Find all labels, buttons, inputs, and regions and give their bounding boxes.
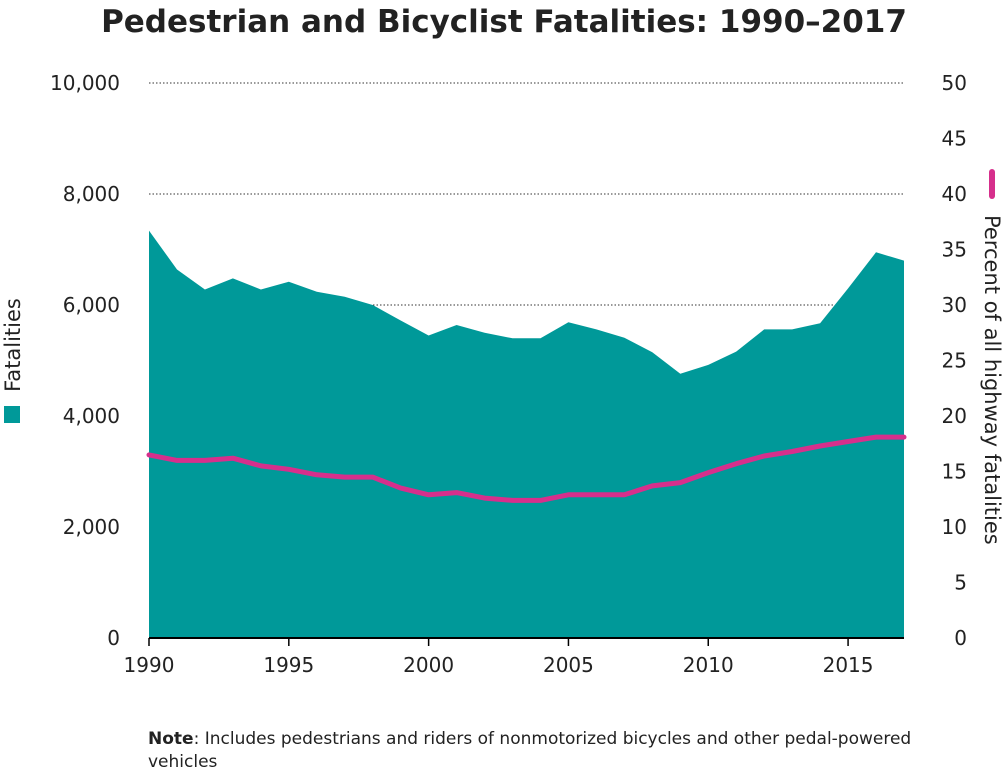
- right-tick-label: 45: [942, 127, 967, 151]
- note-label: Note: [148, 729, 194, 749]
- chart: 1990 1995 2000 2005 2010 2015 02,0004,0006,00…: [1, 71, 1004, 677]
- right-tick-label: 30: [942, 293, 967, 317]
- right-tick-label: 15: [942, 460, 967, 484]
- right-tick-label: 50: [942, 71, 967, 95]
- left-axis-ticks: 0 2,000 4,000 6,000 8,000 10,000: [50, 71, 120, 650]
- left-tick-label: 4,000: [63, 404, 120, 428]
- fatalities-area: [149, 230, 904, 638]
- right-tick-label: 35: [942, 238, 967, 262]
- left-tick-label: 6,000: [63, 293, 120, 317]
- left-tick-label: 0: [107, 626, 120, 650]
- percent-line: [146, 434, 907, 503]
- right-tick-label: 10: [942, 515, 967, 539]
- right-tick-label: 0: [954, 626, 967, 650]
- right-tick-label: 40: [942, 182, 967, 206]
- gridlines: [149, 82, 904, 306]
- right-axis-label: Percent of all highway fatalities: [980, 215, 1004, 545]
- right-tick-label: 25: [942, 349, 967, 373]
- fatalities-legend-swatch: [4, 406, 20, 423]
- x-tick-label: 2015: [823, 653, 874, 677]
- x-tick-label: 1995: [263, 653, 314, 677]
- x-tick-label: 1990: [124, 653, 175, 677]
- x-axis-ticks: 1990 1995 2000 2005 2010 2015: [124, 638, 874, 677]
- x-tick-label: 2005: [543, 653, 594, 677]
- left-tick-label: 10,000: [50, 71, 120, 95]
- x-tick-label: 2010: [683, 653, 734, 677]
- left-tick-label: 2,000: [63, 515, 120, 539]
- note: Note: Includes pedestrians and riders of…: [148, 728, 928, 774]
- note-text: : Includes pedestrians and riders of non…: [148, 729, 912, 772]
- right-axis-ticks: 0 5 10 15 20 25 30 35 40 45 50: [942, 71, 967, 650]
- right-tick-label: 20: [942, 404, 967, 428]
- left-axis-label: Fatalities: [1, 298, 25, 392]
- x-tick-label: 2000: [403, 653, 454, 677]
- right-tick-label: 5: [954, 571, 967, 595]
- chart-title: Pedestrian and Bicyclist Fatalities: 199…: [101, 4, 907, 40]
- left-tick-label: 8,000: [63, 182, 120, 206]
